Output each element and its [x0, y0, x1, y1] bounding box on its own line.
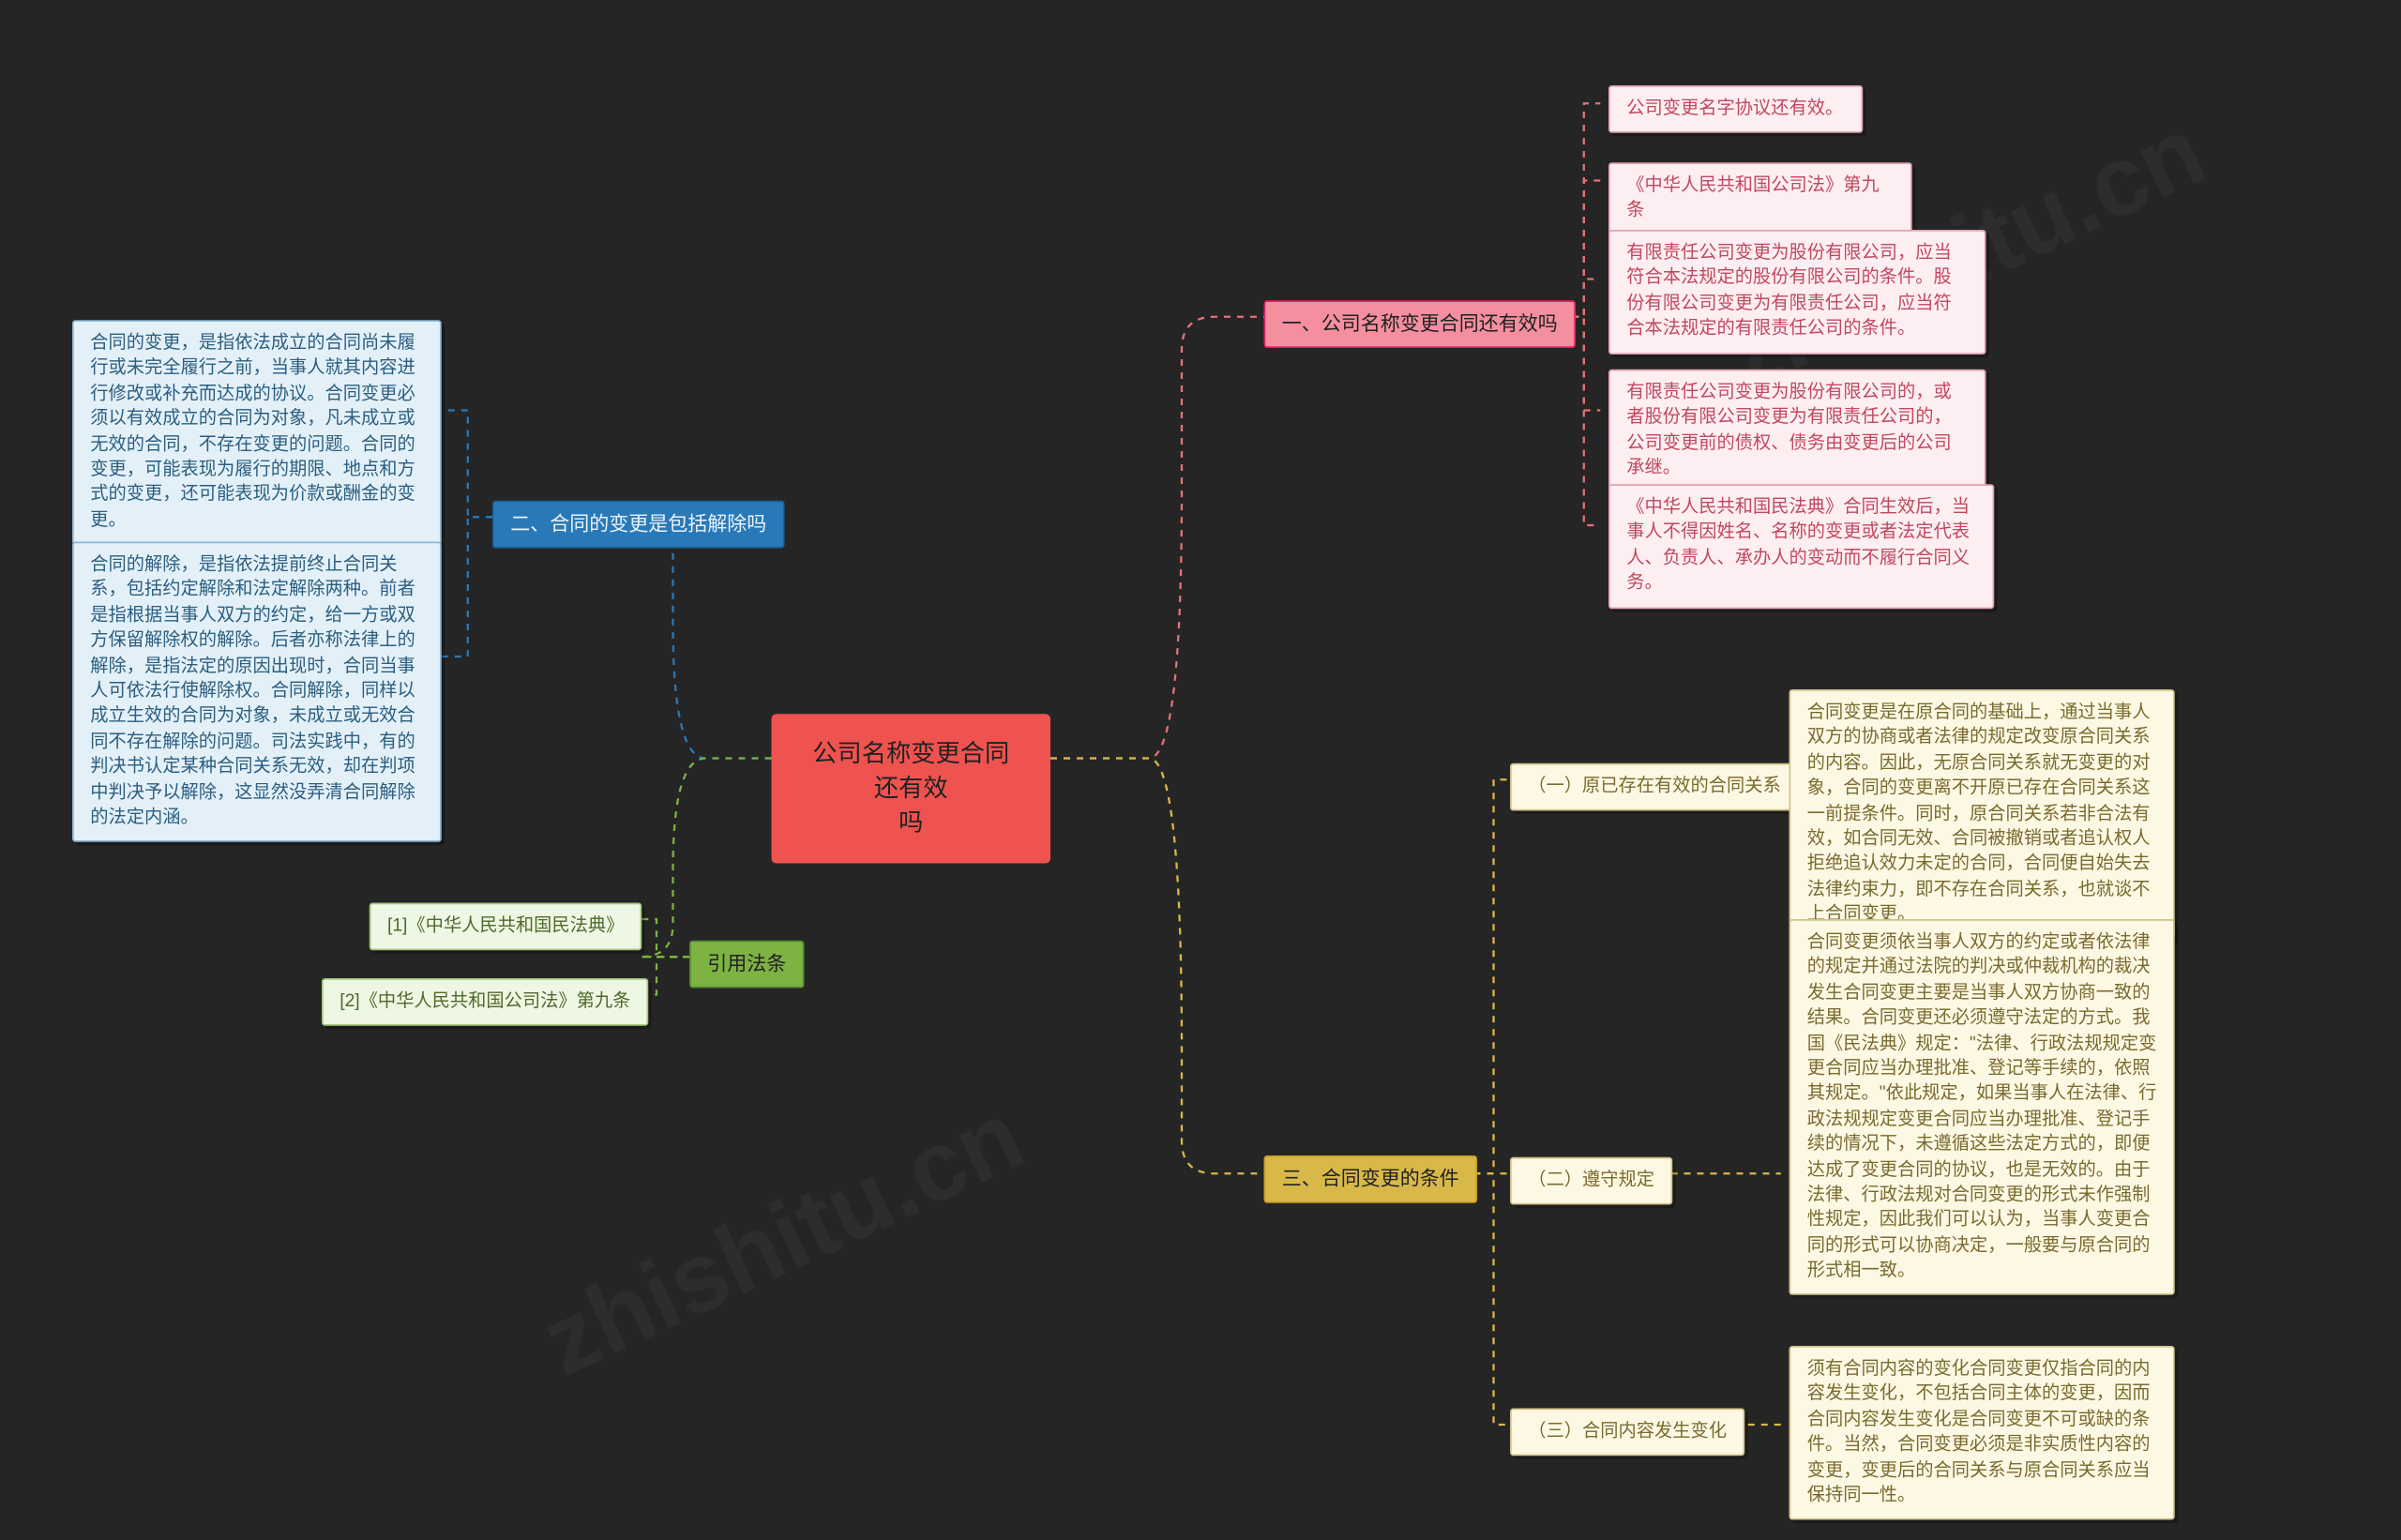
sub-three-2[interactable]: （二）遵守规定: [1510, 1157, 1672, 1205]
root-node[interactable]: 公司名称变更合同还有效 吗: [772, 714, 1051, 863]
watermark: zhishitu.cn: [525, 1079, 1039, 1398]
branch-two[interactable]: 二、合同的变更是包括解除吗: [492, 501, 785, 548]
leaf-three-3[interactable]: 须有合同内容的变化合同变更仅指合同的内容发生变化，不包括合同主体的变更，因而合同…: [1789, 1346, 2175, 1520]
branch-four[interactable]: 引用法条: [689, 941, 805, 988]
leaf-two-1[interactable]: 合同的变更，是指依法成立的合同尚未履行或未完全履行之前，当事人就其内容进行修改或…: [72, 320, 442, 545]
branch-one[interactable]: 一、公司名称变更合同还有效吗: [1264, 300, 1577, 347]
mindmap-canvas: zhishitu.cn zhishitu.cn: [0, 0, 2401, 1540]
leaf-one-1[interactable]: 公司变更名字协议还有效。: [1608, 85, 1863, 133]
sub-three-1[interactable]: （一）原已存在有效的合同关系: [1510, 763, 1799, 811]
branch-three[interactable]: 三、合同变更的条件: [1264, 1155, 1478, 1202]
root-label-2: 吗: [801, 806, 1021, 840]
leaf-three-2[interactable]: 合同变更须依当事人双方的约定或者依法律的规定并通过法院的判决或仲裁机构的裁决发生…: [1789, 919, 2175, 1296]
leaf-two-2[interactable]: 合同的解除，是指依法提前终止合同关系，包括约定解除和法定解除两种。前者是指根据当…: [72, 542, 442, 843]
leaf-one-3[interactable]: 有限责任公司变更为股份有限公司，应当符合本法规定的股份有限公司的条件。股份有限公…: [1608, 230, 1986, 354]
leaf-four-2[interactable]: [2]《中华人民共和国公司法》第九条: [322, 978, 649, 1026]
root-label-1: 公司名称变更合同还有效: [801, 737, 1021, 807]
leaf-one-5[interactable]: 《中华人民共和国民法典》合同生效后，当事人不得因姓名、名称的变更或者法定代表人、…: [1608, 484, 1994, 608]
leaf-one-4[interactable]: 有限责任公司变更为股份有限公司的，或者股份有限公司变更为有限责任公司的，公司变更…: [1608, 370, 1986, 493]
leaf-three-1[interactable]: 合同变更是在原合同的基础上，通过当事人双方的协商或者法律的规定改变原合同关系的内…: [1789, 689, 2175, 940]
leaf-four-1[interactable]: [1]《中华人民共和国民法典》: [370, 903, 642, 951]
sub-three-3[interactable]: （三）合同内容发生变化: [1510, 1409, 1744, 1457]
leaf-one-2[interactable]: 《中华人民共和国公司法》第九条: [1608, 162, 1912, 235]
